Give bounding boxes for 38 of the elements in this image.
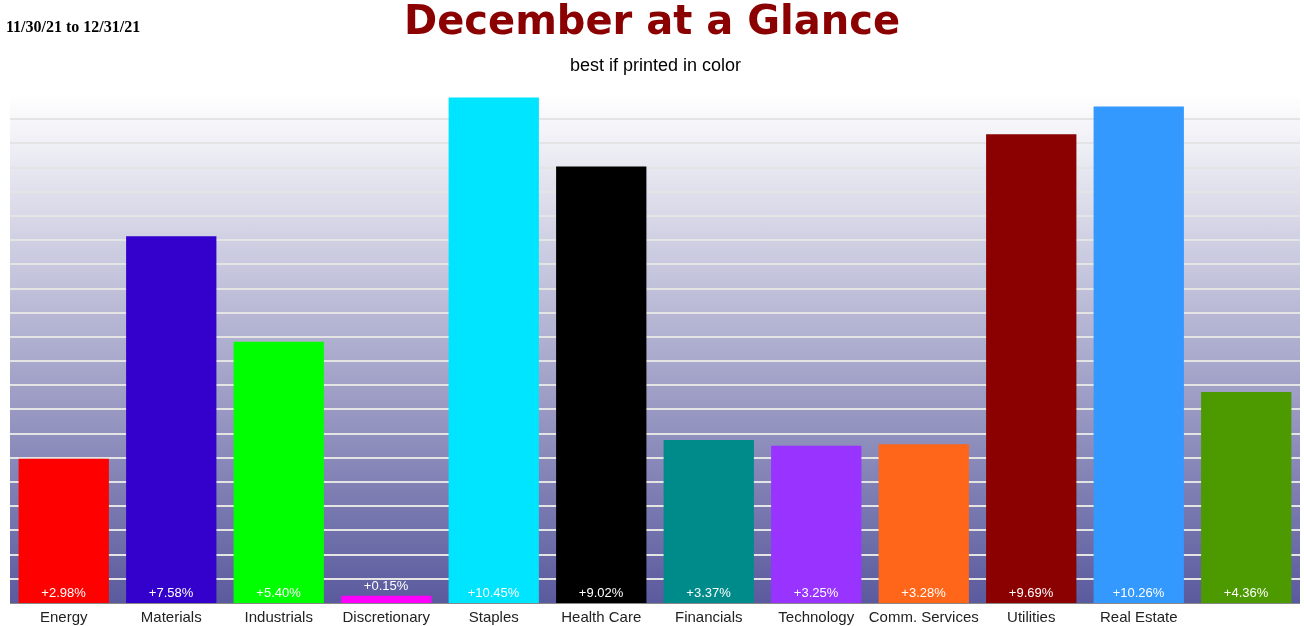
- bar: [878, 444, 969, 603]
- data-label: +3.25%: [793, 585, 839, 600]
- x-tick-label: Energy: [39, 608, 89, 625]
- x-tick-label: Staples: [468, 608, 519, 625]
- data-label: +9.69%: [1008, 585, 1054, 600]
- x-tick-label: Real Estate: [1099, 608, 1178, 625]
- chart-subtitle: best if printed in color: [570, 55, 742, 75]
- bar: [233, 341, 324, 603]
- data-label: +5.40%: [256, 585, 302, 600]
- data-label: +2.98%: [41, 585, 87, 600]
- x-tick-label: Materials: [140, 608, 202, 625]
- data-label: +3.37%: [686, 585, 732, 600]
- bar: [18, 458, 109, 603]
- data-label: +10.45%: [467, 585, 520, 600]
- data-label: +3.28%: [901, 585, 947, 600]
- bar: [126, 236, 217, 603]
- text: 11/30/21 to 12/31/21: [6, 18, 141, 35]
- x-tick-label: Health Care: [561, 608, 642, 625]
- data-label: +10.26%: [1112, 585, 1165, 600]
- data-label: +7.58%: [148, 585, 194, 600]
- bar: [341, 595, 432, 603]
- data-label: +9.02%: [578, 585, 624, 600]
- bar: [448, 97, 539, 603]
- x-tick-label: Discretionary: [342, 608, 431, 625]
- bar: [771, 445, 862, 603]
- x-tick-label: Comm. Services: [868, 608, 979, 625]
- chart-title: December at a Glance: [403, 0, 901, 44]
- x-tick-label: Technology: [778, 608, 855, 625]
- x-tick-label: Utilities: [1007, 608, 1056, 625]
- bar: [1093, 106, 1184, 603]
- bar: [986, 134, 1077, 603]
- x-tick-label: Financials: [674, 608, 743, 625]
- bar: [1201, 392, 1292, 603]
- x-tick-label: Industrials: [244, 608, 313, 625]
- data-label: +0.15%: [363, 577, 409, 593]
- bar: [556, 166, 647, 603]
- bar: [663, 439, 754, 603]
- data-label: +4.36%: [1223, 585, 1269, 600]
